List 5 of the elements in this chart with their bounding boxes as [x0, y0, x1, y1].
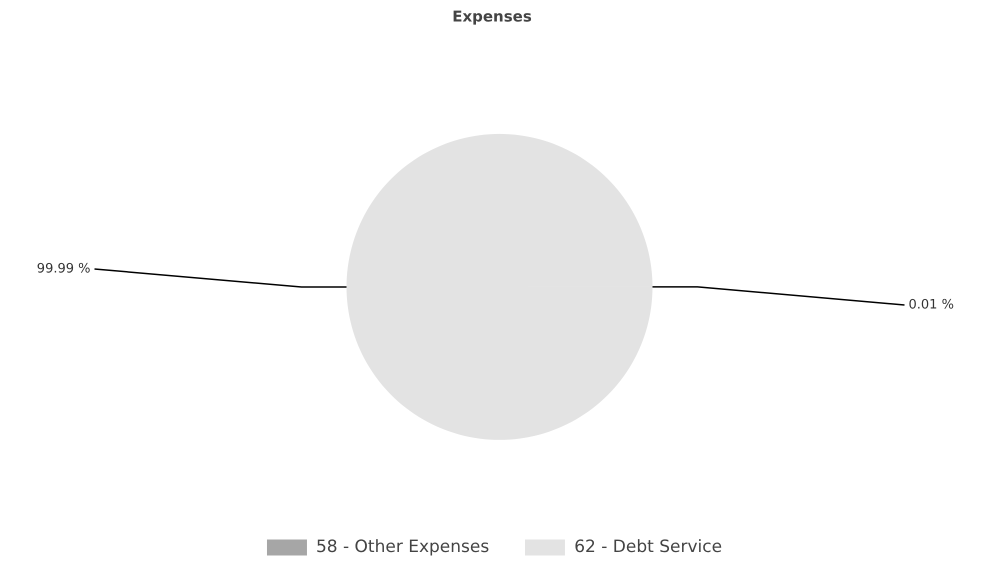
- data-label: 99.99 %: [36, 261, 90, 276]
- chart-title: Expenses: [452, 8, 532, 26]
- legend-label: 62 - Debt Service: [574, 537, 722, 557]
- legend-label: 58 - Other Expenses: [316, 537, 490, 557]
- data-label: 0.01 %: [908, 297, 954, 312]
